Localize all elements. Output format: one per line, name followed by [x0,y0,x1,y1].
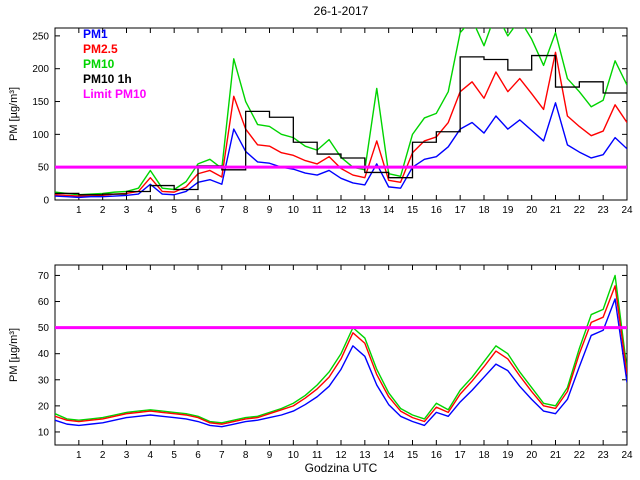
svg-text:5: 5 [171,205,177,216]
svg-text:21: 21 [550,205,562,216]
svg-text:4: 4 [148,205,154,216]
svg-text:16: 16 [431,450,443,461]
x-axis-label: Godzina UTC [304,461,378,475]
svg-text:18: 18 [478,450,490,461]
legend: PM1 PM2.5 PM10 PM10 1h Limit PM10 [83,27,146,102]
svg-text:19: 19 [502,205,514,216]
svg-text:10: 10 [288,205,300,216]
svg-text:1: 1 [76,205,82,216]
svg-text:10: 10 [38,427,50,438]
legend-item-pm10-1h: PM10 1h [83,72,132,86]
svg-text:4: 4 [148,450,154,461]
svg-text:50: 50 [38,323,50,334]
svg-text:70: 70 [38,271,50,282]
svg-text:40: 40 [38,349,50,360]
svg-text:3: 3 [124,205,130,216]
svg-text:30: 30 [38,375,50,386]
svg-text:14: 14 [383,450,395,461]
legend-item-pm2-5: PM2.5 [83,42,118,56]
svg-text:100: 100 [32,130,49,141]
svg-text:12: 12 [335,450,347,461]
svg-text:11: 11 [312,205,323,216]
svg-text:17: 17 [455,450,467,461]
svg-text:60: 60 [38,297,50,308]
svg-text:8: 8 [243,450,249,461]
svg-text:250: 250 [32,31,49,42]
svg-text:5: 5 [171,450,177,461]
svg-text:21: 21 [550,450,562,461]
svg-text:13: 13 [359,450,371,461]
top-y-axis-label: PM [µg/m³] [8,86,20,142]
legend-item-limit-pm10: Limit PM10 [83,87,147,101]
legend-item-pm10: PM10 [83,57,115,71]
svg-text:24: 24 [621,450,633,461]
svg-text:12: 12 [335,205,347,216]
svg-text:14: 14 [383,205,395,216]
svg-text:23: 23 [598,205,610,216]
svg-text:15: 15 [407,450,419,461]
svg-text:6: 6 [195,205,201,216]
svg-text:3: 3 [124,450,130,461]
svg-text:7: 7 [219,450,225,461]
svg-text:13: 13 [359,205,371,216]
svg-text:11: 11 [312,450,323,461]
bottom-chart: 1 2 3 4 5 6 7 8 9 10 11 12 13 14 15 16 17 18 19 20 21 22 23 241… [38,264,633,461]
svg-text:19: 19 [502,450,514,461]
svg-text:6: 6 [195,450,201,461]
svg-text:20: 20 [38,401,50,412]
bottom-y-axis-label: PM [µg/m³] [8,327,20,383]
svg-text:17: 17 [455,205,467,216]
chart-title: 26-1-2017 [313,4,369,18]
svg-text:24: 24 [621,205,633,216]
svg-text:7: 7 [219,205,225,216]
legend-item-pm1: PM1 [83,27,108,41]
svg-text:9: 9 [267,205,273,216]
svg-text:22: 22 [574,450,586,461]
svg-text:200: 200 [32,64,49,75]
svg-text:15: 15 [407,205,419,216]
svg-text:150: 150 [32,97,49,108]
svg-text:20: 20 [526,205,538,216]
svg-text:50: 50 [38,163,50,174]
svg-text:2: 2 [100,205,106,216]
svg-text:0: 0 [43,196,49,207]
svg-text:20: 20 [526,450,538,461]
svg-text:9: 9 [267,450,273,461]
svg-text:8: 8 [243,205,249,216]
svg-text:1: 1 [76,450,82,461]
svg-text:10: 10 [288,450,300,461]
svg-text:2: 2 [100,450,106,461]
svg-text:16: 16 [431,205,443,216]
svg-text:22: 22 [574,205,586,216]
svg-text:18: 18 [478,205,490,216]
top-chart: 1 2 3 4 5 6 7 8 9 10 11 12 13 14 15 16 17 18 19 20 21 22 23 240… [32,27,633,216]
svg-text:23: 23 [598,450,610,461]
